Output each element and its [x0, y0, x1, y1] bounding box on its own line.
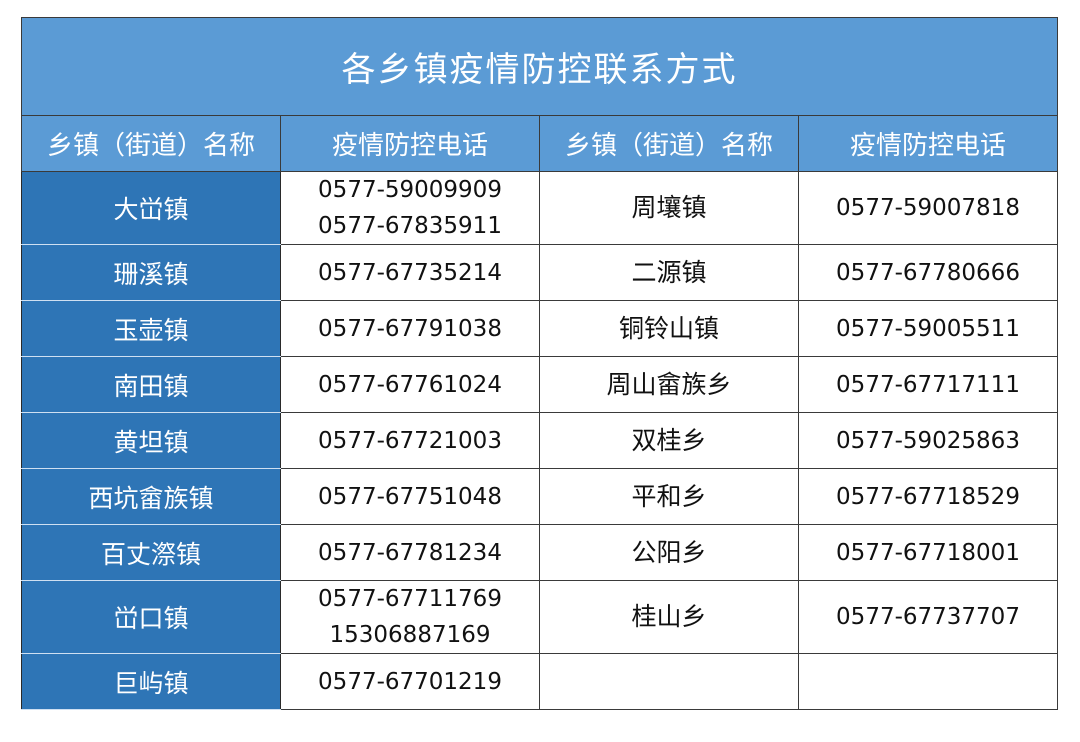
table-row: 西坑畲族镇 0577-67751048 平和乡 0577-67718529	[21, 468, 1058, 525]
right-town-name: 桂山乡	[539, 580, 799, 654]
header-left-phone: 疫情防控电话	[280, 115, 540, 172]
right-phone: 0577-67780666	[798, 244, 1058, 301]
right-town-name: 平和乡	[539, 468, 799, 525]
right-phone	[798, 653, 1058, 710]
header-right-phone: 疫情防控电话	[798, 115, 1058, 172]
left-phone-cell: 0577-67711769 15306887169	[280, 580, 540, 654]
table-row: 玉壶镇 0577-67791038 铜铃山镇 0577-59005511	[21, 300, 1058, 357]
right-town-name: 铜铃山镇	[539, 300, 799, 357]
right-phone: 0577-59025863	[798, 412, 1058, 469]
right-town-name: 二源镇	[539, 244, 799, 301]
right-town-name: 双桂乡	[539, 412, 799, 469]
left-town-name: 峃口镇	[21, 580, 281, 654]
right-phone: 0577-67717111	[798, 356, 1058, 413]
left-town-name: 珊溪镇	[21, 244, 281, 301]
phone-number: 0577-67735214	[318, 259, 502, 286]
left-town-name: 玉壶镇	[21, 300, 281, 357]
left-town-name: 黄坦镇	[21, 412, 281, 469]
phone-number: 0577-67701219	[318, 668, 502, 695]
phone-number: 0577-67791038	[318, 315, 502, 342]
left-phone-cell: 0577-67721003	[280, 412, 540, 469]
phone-number: 15306887169	[329, 622, 491, 648]
right-phone: 0577-67737707	[798, 580, 1058, 654]
table-row: 百丈漈镇 0577-67781234 公阳乡 0577-67718001	[21, 524, 1058, 581]
phone-number: 0577-67835911	[318, 213, 502, 239]
phone-number: 0577-67721003	[318, 427, 502, 454]
left-town-name: 南田镇	[21, 356, 281, 413]
left-phone-cell: 0577-67735214	[280, 244, 540, 301]
phone-number: 0577-67781234	[318, 539, 502, 566]
phone-number: 0577-59009909	[318, 177, 502, 203]
left-phone-cell: 0577-67761024	[280, 356, 540, 413]
left-town-name: 西坑畲族镇	[21, 468, 281, 525]
table-title: 各乡镇疫情防控联系方式	[21, 17, 1058, 116]
contact-table-container: 各乡镇疫情防控联系方式 乡镇（街道）名称 疫情防控电话 乡镇（街道）名称 疫情防…	[21, 17, 1058, 710]
header-left-name: 乡镇（街道）名称	[21, 115, 281, 172]
right-town-name: 周山畲族乡	[539, 356, 799, 413]
table-row: 峃口镇 0577-67711769 15306887169 桂山乡 0577-67737…	[21, 580, 1058, 654]
left-phone-cell: 0577-67701219	[280, 653, 540, 710]
left-town-name: 巨屿镇	[21, 653, 281, 710]
table-row: 大峃镇 0577-59009909 0577-67835911 周壤镇 0577-590…	[21, 171, 1058, 245]
right-town-name: 公阳乡	[539, 524, 799, 581]
phone-number: 0577-67751048	[318, 483, 502, 510]
contact-table: 各乡镇疫情防控联系方式 乡镇（街道）名称 疫情防控电话 乡镇（街道）名称 疫情防…	[21, 17, 1058, 710]
table-row: 黄坦镇 0577-67721003 双桂乡 0577-59025863	[21, 412, 1058, 469]
left-phone-cell: 0577-67781234	[280, 524, 540, 581]
right-phone: 0577-67718001	[798, 524, 1058, 581]
table-row: 巨屿镇 0577-67701219	[21, 653, 1058, 710]
left-phone-cell: 0577-67751048	[280, 468, 540, 525]
right-town-name	[539, 653, 799, 710]
left-phone-cell: 0577-59009909 0577-67835911	[280, 171, 540, 245]
right-town-name: 周壤镇	[539, 171, 799, 245]
table-row: 南田镇 0577-67761024 周山畲族乡 0577-67717111	[21, 356, 1058, 413]
header-right-name: 乡镇（街道）名称	[539, 115, 799, 172]
phone-number: 0577-67761024	[318, 371, 502, 398]
right-phone: 0577-59007818	[798, 171, 1058, 245]
table-row: 珊溪镇 0577-67735214 二源镇 0577-67780666	[21, 244, 1058, 301]
phone-number: 0577-67711769	[318, 586, 502, 612]
left-phone-cell: 0577-67791038	[280, 300, 540, 357]
right-phone: 0577-59005511	[798, 300, 1058, 357]
right-phone: 0577-67718529	[798, 468, 1058, 525]
left-town-name: 大峃镇	[21, 171, 281, 245]
left-town-name: 百丈漈镇	[21, 524, 281, 581]
